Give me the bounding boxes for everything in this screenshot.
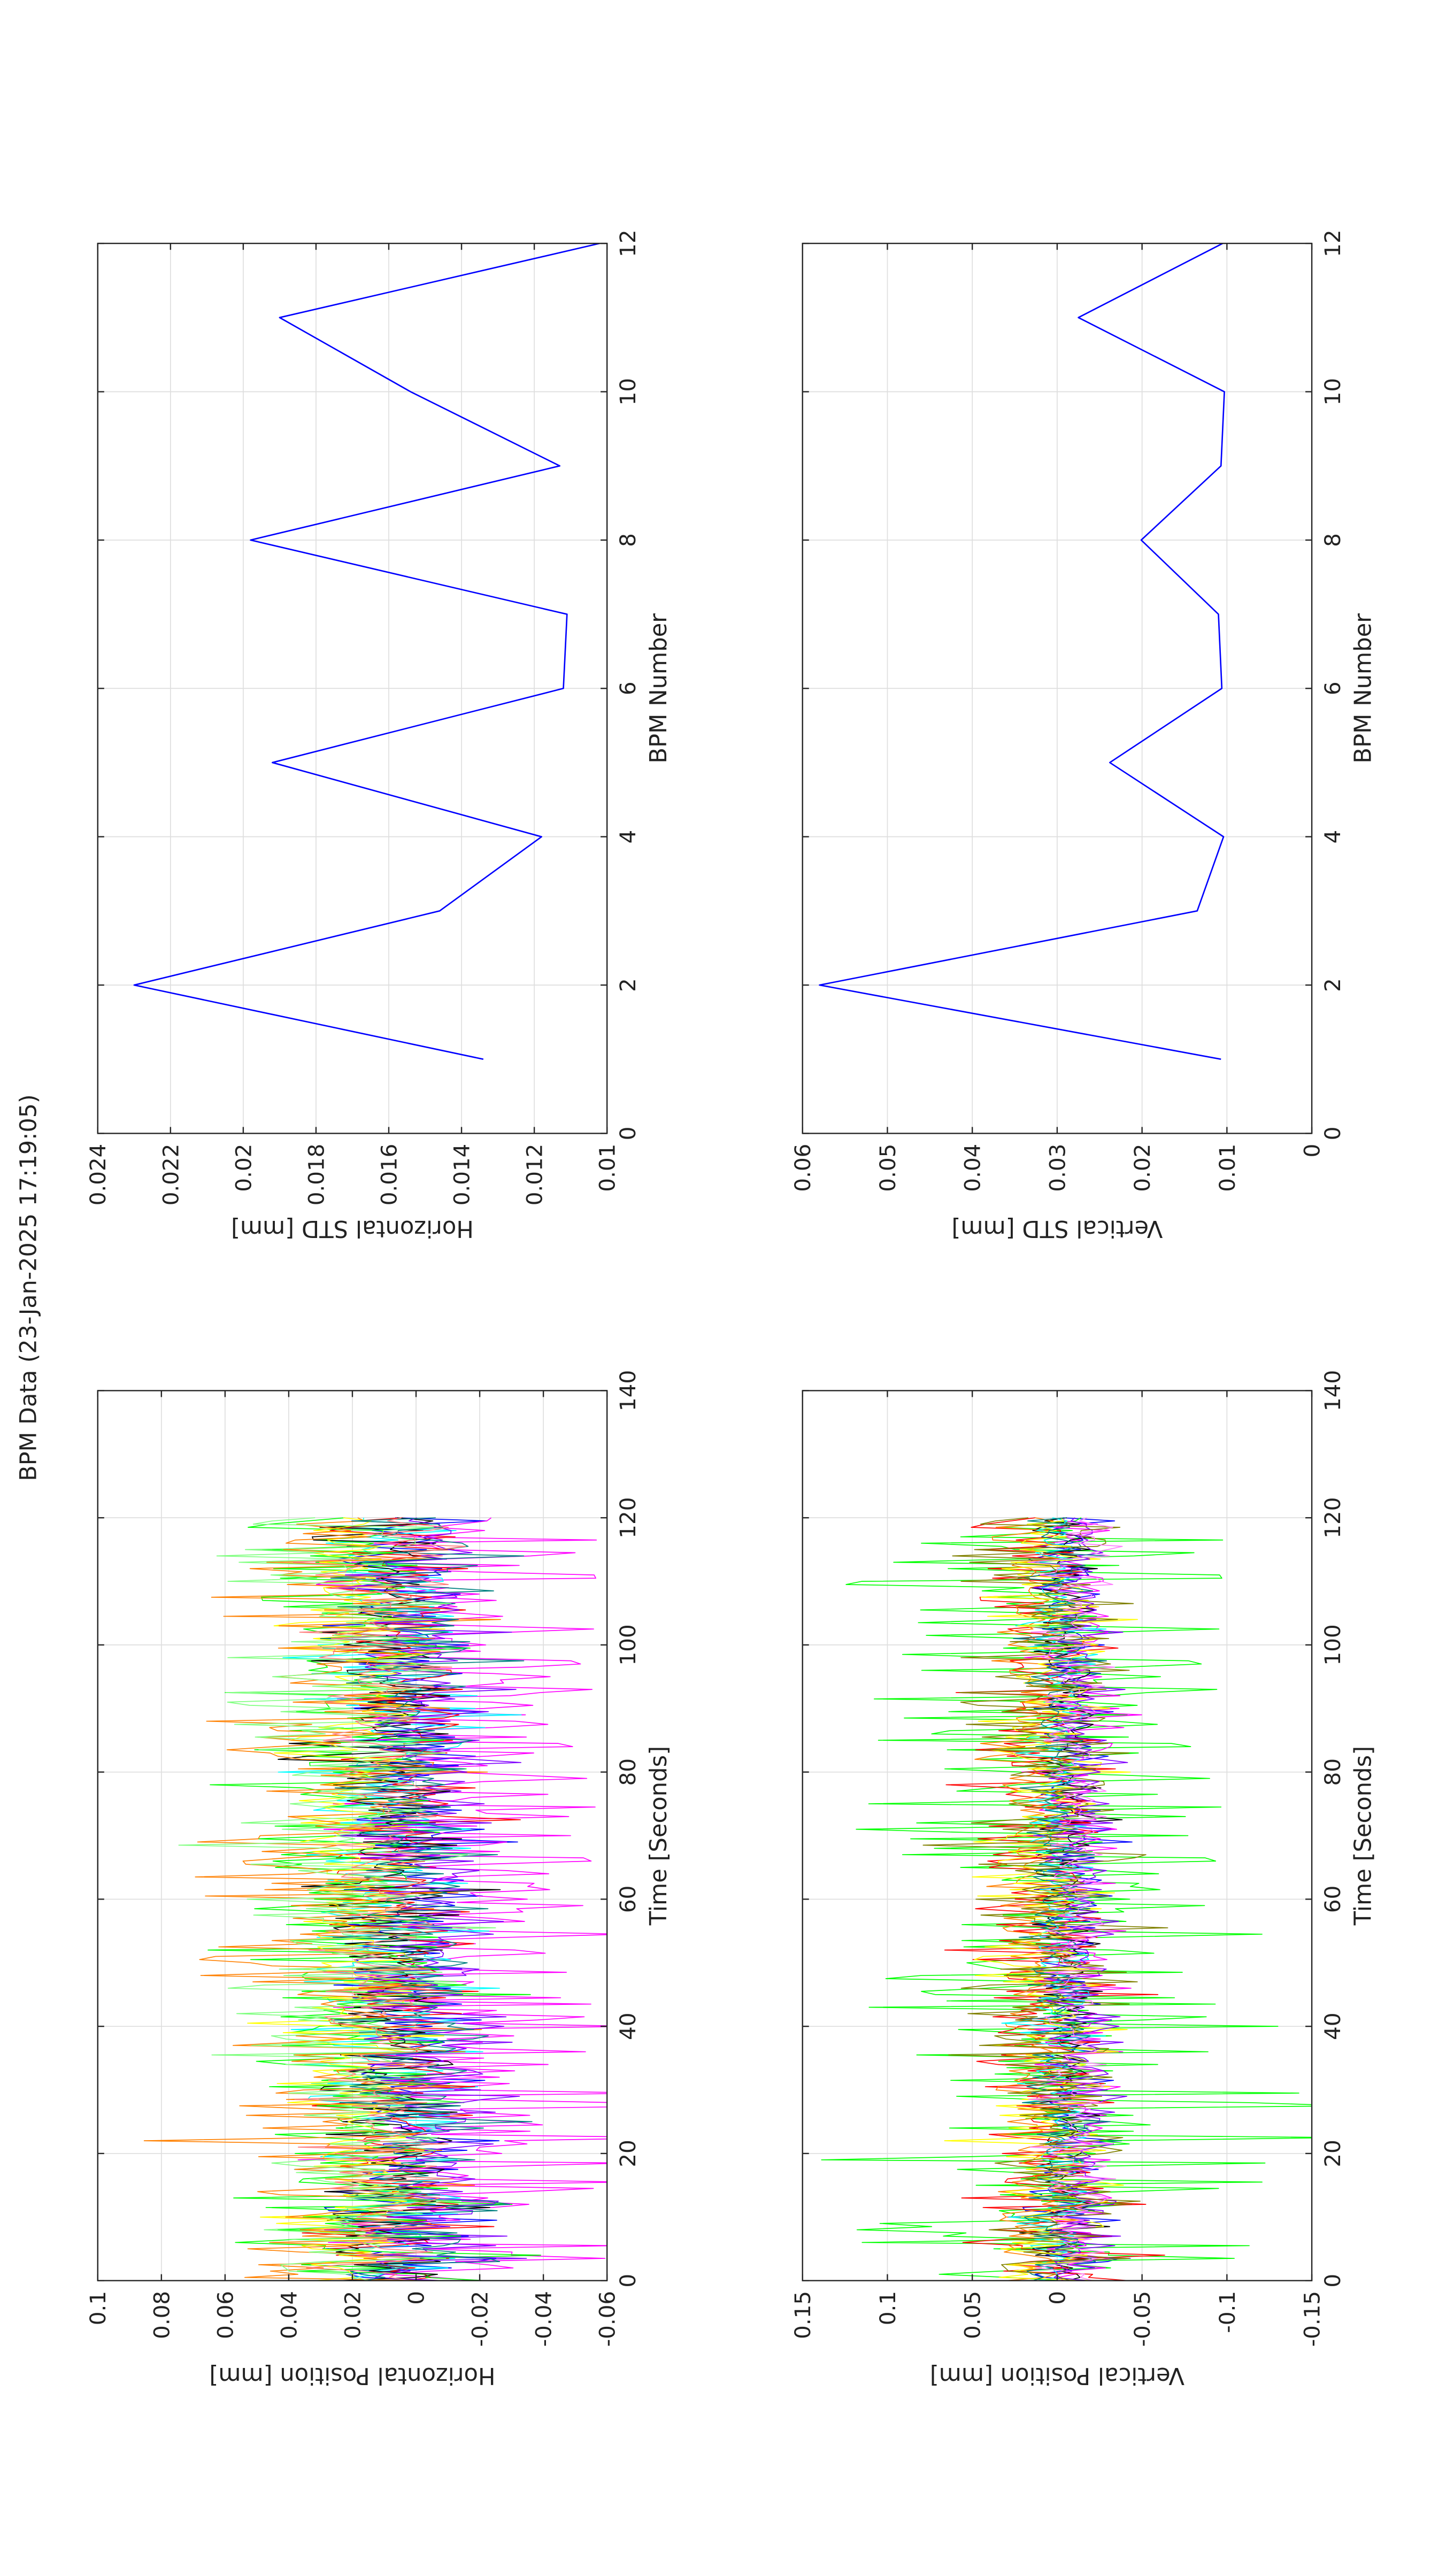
y-tick-label: 0 [1299,1144,1325,1158]
x-tick-label: 0 [1320,2274,1345,2288]
landscape-figure: BPM Data (23-Jan-2025 17:19:05) 02040608… [15,229,1376,2389]
y-tick-label: -0.04 [531,2291,557,2347]
y-tick-label: 0.03 [1044,1144,1070,1192]
series-group [143,1517,607,2281]
series-group [819,243,1225,1060]
series-line-horizontal-std [133,243,600,1060]
y-tick-label: 0.08 [149,2291,174,2339]
y-tick-label: -0.1 [1214,2291,1240,2333]
y-tick-label: 0.016 [376,1144,402,1206]
x-tick-label: 0 [1320,1127,1345,1141]
x-tick-label: 10 [1320,378,1345,405]
x-axis-label: Time [Seconds] [1350,1746,1377,1926]
series-line-bpm-8 [143,1517,501,2281]
y-tick-label: 0.06 [790,1144,816,1192]
series-line-bpm-2 [297,1517,607,2281]
series-line-bpm-10 [1013,1517,1111,2281]
x-tick-label: 140 [615,1370,641,1411]
y-axis-label: Horizontal STD [mm] [231,1215,474,1242]
x-tick-label: 60 [1320,1886,1345,1913]
y-tick-label: 0.04 [276,2291,302,2339]
x-axis-label: BPM Number [1350,613,1377,764]
x-tick-label: 4 [1320,830,1345,844]
y-tick-label: -0.15 [1299,2291,1325,2347]
x-tick-label: 120 [615,1497,641,1539]
x-tick-label: 60 [615,1886,641,1913]
series-line-vertical-std [819,243,1225,1060]
x-tick-label: 20 [1320,2140,1345,2167]
x-tick-label: 40 [615,2012,641,2040]
y-tick-label: 0.014 [449,1144,474,1206]
x-tick-label: 120 [1320,1497,1345,1539]
series-line-bpm-10 [320,1517,533,2281]
x-tick-label: 20 [615,2140,641,2167]
y-tick-label: 0.022 [158,1144,183,1206]
y-tick-label: -0.02 [467,2291,493,2347]
y-tick-label: 0.06 [212,2291,238,2339]
y-tick-label: -0.06 [595,2291,620,2347]
x-tick-label: 0 [615,2274,641,2288]
x-tick-label: 80 [615,1758,641,1786]
x-tick-label: 12 [615,229,641,257]
y-tick-label: 0.05 [960,2291,986,2339]
y-tick-label: 0.1 [85,2291,111,2325]
x-axis-label: Time [Seconds] [645,1746,672,1926]
series-line-bpm-9 [334,1517,527,2281]
y-tick-label: 0.15 [790,2291,816,2339]
y-tick-label: 0.1 [875,2291,901,2325]
x-tick-label: 80 [1320,1758,1345,1786]
x-tick-label: 8 [615,533,641,547]
y-tick-label: 0.01 [595,1144,620,1192]
series-line-bpm-7 [247,1517,445,2281]
y-tick-label: 0.04 [960,1144,986,1192]
y-tick-label: 0.018 [303,1144,329,1206]
y-axis-label: Vertical STD [mm] [951,1215,1163,1242]
series-line-bpm-12 [293,1517,466,2281]
series-line-bpm-8 [944,1517,1138,2281]
x-tick-label: 12 [1320,229,1345,257]
series-line-bpm-11 [178,1517,496,2281]
series-line-bpm-4 [1019,1517,1123,2281]
x-tick-label: 2 [615,978,641,992]
x-tick-label: 2 [1320,978,1345,992]
x-tick-label: 6 [1320,681,1345,695]
axes-vertical-std: 0 2 4 6 8 10 12 0 0.01 0.02 0.03 0.04 0.05 0.06 BPM Nu… [790,229,1377,1242]
y-axis-label: Vertical Position [mm] [930,2362,1184,2389]
series-line-bpm-2 [821,1517,1312,2281]
x-tick-label: 100 [615,1624,641,1665]
x-tick-label: 40 [1320,2012,1345,2040]
x-tick-label: 0 [615,1127,641,1141]
y-axis-label: Horizontal Position [mm] [209,2362,495,2389]
axes-vertical-position: 0 20 40 60 80 100 120 140 -0.15 -0.1 -0.05 0 0.05 0.1… [790,1370,1377,2389]
x-tick-label: 6 [615,681,641,695]
y-tick-label: 0 [403,2291,429,2305]
x-tick-label: 10 [615,378,641,405]
y-tick-label: 0.024 [85,1144,111,1206]
x-tick-label: 8 [1320,533,1345,547]
axes-horizontal-std: 0 2 4 6 8 10 12 0.01 0.012 0.014 0.016 0.018 0.02 0.0… [85,229,672,1242]
series-group [133,243,600,1060]
series-line-bpm-12 [1027,1517,1123,2281]
y-tick-label: 0.01 [1214,1144,1240,1192]
y-tick-label: 0.02 [1129,1144,1155,1192]
figure-title: BPM Data (23-Jan-2025 17:19:05) [15,1094,42,1481]
x-axis-label: BPM Number [645,613,672,764]
y-tick-label: 0.02 [340,2291,365,2339]
x-tick-label: 4 [615,830,641,844]
x-tick-label: 100 [1320,1624,1345,1665]
y-tick-label: 0.012 [522,1144,548,1206]
y-tick-label: 0.05 [875,1144,901,1192]
y-tick-label: 0 [1044,2291,1070,2305]
series-group [821,1517,1312,2281]
series-line-bpm-6 [278,1517,501,2281]
axes-horizontal-position: 0 20 40 60 80 100 120 140 -0.06 -0.04 -0.02 0 0.02 0.… [85,1370,672,2389]
y-tick-label: -0.05 [1129,2291,1155,2347]
y-tick-label: 0.02 [230,1144,256,1192]
x-tick-label: 140 [1320,1370,1345,1411]
